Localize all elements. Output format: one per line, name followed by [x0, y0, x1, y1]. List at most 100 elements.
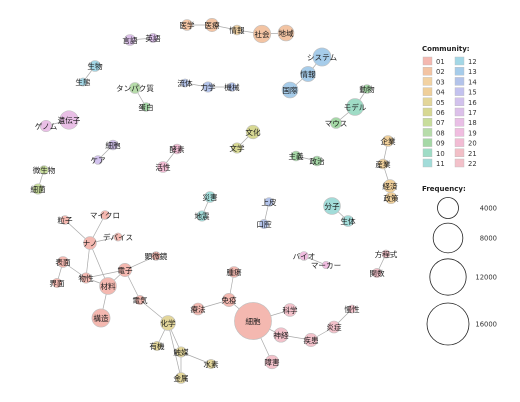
- community-swatch: [454, 128, 465, 137]
- node-circle: [89, 60, 101, 72]
- node-circle: [283, 303, 297, 317]
- node-label: 生物: [87, 61, 103, 71]
- community-code: 04: [436, 89, 445, 97]
- community-code: 17: [468, 109, 477, 117]
- frequency-value: 4000: [480, 205, 497, 213]
- node-label: 医学: [179, 20, 195, 30]
- node-label: 化学: [160, 318, 176, 328]
- node-label: 国際: [282, 85, 298, 95]
- node-label: 表面: [55, 257, 71, 267]
- community-swatch: [454, 117, 465, 127]
- node-circle: [175, 372, 187, 384]
- community-swatch: [422, 87, 433, 96]
- node-circle: [129, 82, 141, 94]
- node-label: 災害: [202, 192, 218, 202]
- node-circle: [311, 155, 323, 167]
- node-circle: [196, 210, 208, 222]
- node-label: 触媒: [173, 347, 189, 357]
- node-label: 水素: [203, 359, 219, 369]
- node-label: 医療: [204, 20, 220, 30]
- community-swatch: [422, 66, 433, 76]
- node-label: 粒子: [57, 215, 73, 225]
- node-circle: [91, 308, 111, 328]
- community-code: 03: [436, 78, 445, 86]
- node-circle: [141, 102, 151, 112]
- frequency-circle: [437, 197, 459, 219]
- node-label: 上皮: [261, 197, 277, 207]
- node-circle: [231, 24, 243, 36]
- node-label: 神経: [273, 330, 289, 340]
- node-label: タンパク質: [116, 83, 154, 93]
- node-circle: [299, 251, 309, 261]
- node-label: 流体: [177, 78, 193, 88]
- node-circle: [83, 236, 97, 250]
- node-circle: [39, 119, 53, 133]
- node-circle: [304, 333, 318, 347]
- community-swatch: [454, 97, 465, 107]
- community-swatch: [454, 66, 465, 76]
- node-label: 蛋白: [138, 102, 153, 112]
- node-circle: [180, 78, 190, 88]
- node-label: 物性: [78, 273, 94, 283]
- node-label: ゲノム: [35, 122, 58, 131]
- community-swatch: [454, 107, 465, 117]
- node-label: 顕微鏡: [145, 251, 168, 261]
- community-code: 08: [436, 129, 445, 137]
- node-circle: [202, 81, 214, 93]
- node-circle: [252, 24, 272, 44]
- node-circle: [175, 346, 187, 358]
- node-label: ケア: [90, 156, 106, 165]
- nodes-layer: [32, 18, 398, 384]
- frequency-legend-title: Frequency:: [422, 185, 466, 193]
- node-circle: [57, 256, 69, 268]
- community-code: 15: [468, 89, 477, 97]
- node-label: 生態: [75, 77, 91, 87]
- node-label: 言語: [122, 35, 138, 45]
- node-circle: [118, 263, 132, 277]
- node-label: 地震: [194, 211, 210, 221]
- node-label: 免疫: [221, 295, 237, 305]
- community-swatch: [422, 128, 433, 137]
- node-label: 構造: [93, 313, 109, 323]
- community-code: 11: [436, 160, 445, 168]
- node-label: 界面: [49, 279, 65, 288]
- node-label: 文化: [245, 127, 261, 137]
- node-label: マウス: [325, 119, 348, 128]
- node-label: 力学: [200, 82, 216, 92]
- node-circle: [204, 191, 216, 203]
- node-circle: [377, 158, 389, 170]
- node-label: 生体: [340, 216, 356, 226]
- node-label: 疾患: [303, 335, 319, 345]
- node-label: 企業: [380, 136, 396, 146]
- community-swatch: [422, 97, 433, 107]
- node-circle: [234, 302, 272, 340]
- node-circle: [100, 210, 110, 220]
- community-legend-title: Community:: [422, 45, 470, 53]
- community-code: 18: [468, 119, 477, 127]
- node-label: デバイス: [103, 232, 133, 242]
- node-label: 政策: [383, 193, 399, 203]
- node-label: モデル: [344, 102, 367, 112]
- node-circle: [80, 272, 92, 284]
- node-circle: [191, 302, 205, 316]
- node-circle: [231, 142, 243, 154]
- community-swatch: [422, 138, 433, 147]
- node-circle: [290, 150, 302, 162]
- node-circle: [258, 219, 269, 230]
- node-circle: [181, 19, 193, 31]
- node-circle: [39, 165, 49, 175]
- community-code: 19: [468, 129, 477, 137]
- node-label: ナノ: [83, 239, 98, 248]
- community-swatch: [454, 56, 465, 66]
- node-label: 細胞: [105, 140, 121, 150]
- node-label: 遺伝子: [58, 115, 81, 125]
- labels-layer: 医学 医療情報 社会 地域言語 英語システム情報国際生物生態タンパク質蛋白流体 力学 機械動…: [30, 20, 399, 383]
- frequency-value: 8000: [480, 235, 497, 243]
- community-code: 06: [436, 109, 445, 117]
- node-label: 炎症: [326, 322, 342, 332]
- node-circle: [59, 110, 79, 130]
- node-label: 酵素: [169, 144, 185, 154]
- node-label: 電子: [117, 266, 133, 275]
- node-circle: [321, 260, 331, 270]
- node-label: 英語: [145, 33, 161, 43]
